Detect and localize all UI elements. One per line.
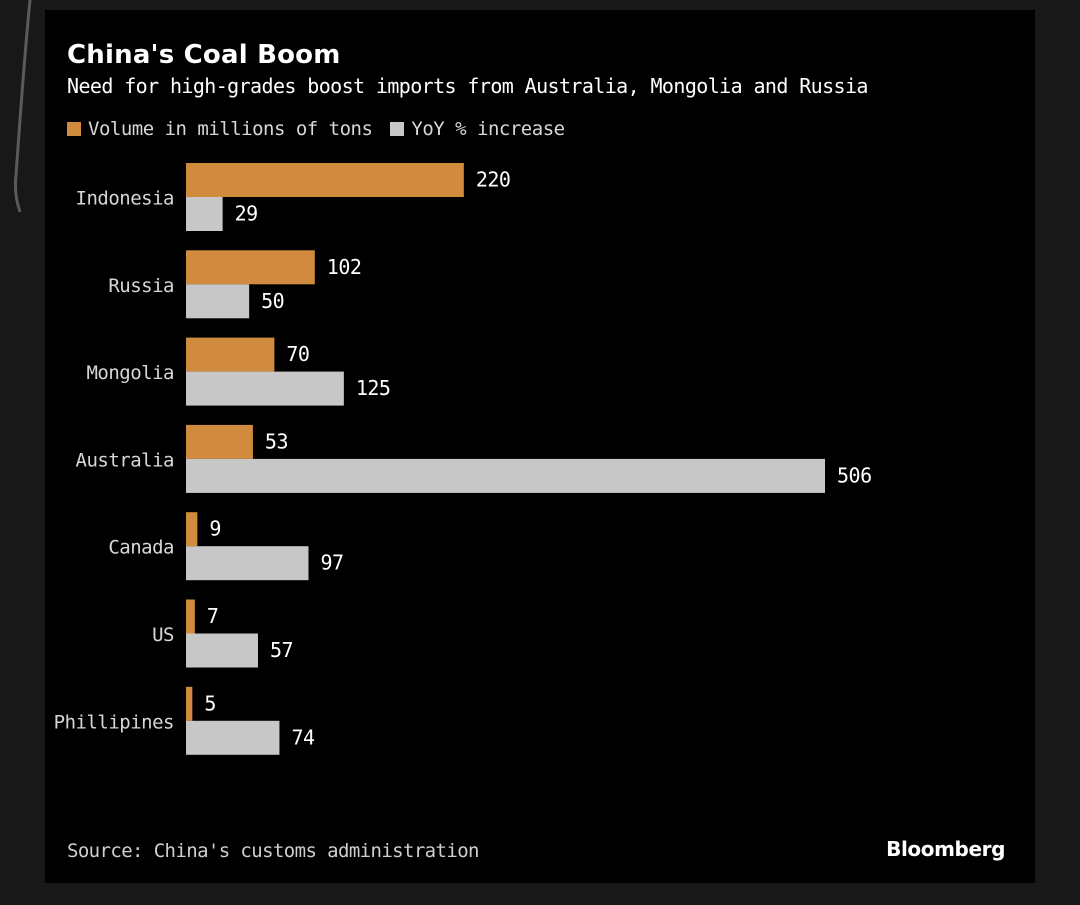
category-label-us: US: [152, 624, 174, 646]
category-label-phillipines: Phillipines: [54, 711, 174, 733]
chart-title: China's Coal Boom: [67, 40, 341, 70]
legend-item-yoy: YoY % increase: [390, 118, 565, 140]
value-label-mongolia-volume: 70: [286, 342, 309, 366]
bar-russia-yoy: [186, 284, 250, 319]
category-label-mongolia: Mongolia: [86, 362, 174, 384]
category-label-australia: Australia: [76, 449, 174, 471]
legend-label-yoy: YoY % increase: [411, 118, 565, 140]
bar-indonesia-volume: [186, 163, 464, 197]
value-label-phillipines-volume: 5: [204, 691, 216, 715]
bar-mongolia-volume: [186, 337, 275, 372]
value-label-indonesia-volume: 220: [476, 168, 511, 192]
bar-russia-volume: [186, 250, 315, 285]
bar-us-yoy: [186, 633, 258, 668]
value-label-australia-volume: 53: [265, 429, 288, 453]
chart-subtitle: Need for high-grades boost imports from …: [67, 74, 868, 98]
legend-swatch-volume: [67, 122, 81, 136]
bar-mongolia-yoy: [186, 371, 344, 406]
bar-us-volume: [186, 599, 195, 634]
value-label-us-yoy: 57: [270, 638, 293, 662]
bloomberg-logo: Bloomberg: [886, 837, 1005, 861]
category-label-canada: Canada: [108, 537, 174, 559]
bar-indonesia-yoy: [186, 197, 223, 231]
value-label-us-volume: 7: [207, 604, 219, 628]
source-note: Source: China's customs administration: [67, 840, 479, 862]
chart-panel: China's Coal Boom Need for high-grades b…: [45, 10, 1035, 883]
value-label-indonesia-yoy: 29: [235, 202, 258, 226]
bar-canada-yoy: [186, 546, 309, 581]
category-label-russia: Russia: [108, 275, 174, 297]
legend-swatch-yoy: [390, 122, 405, 136]
value-label-australia-yoy: 506: [837, 463, 872, 487]
legend-label-volume: Volume in millions of tons: [88, 118, 373, 140]
category-label-indonesia: Indonesia: [76, 188, 174, 210]
edge-scratch-decoration: [14, 0, 32, 213]
value-label-mongolia-yoy: 125: [356, 376, 391, 400]
value-label-russia-volume: 102: [327, 255, 362, 279]
bar-chart: Indonesia 220 29 Russia 102 50 Mongolia 70 125 Au…: [54, 163, 872, 755]
bar-australia-volume: [186, 424, 253, 459]
value-label-canada-yoy: 97: [320, 551, 343, 575]
bar-phillipines-yoy: [186, 720, 280, 755]
value-label-phillipines-yoy: 74: [291, 725, 315, 749]
bar-australia-yoy: [186, 458, 825, 493]
bar-canada-volume: [186, 512, 198, 547]
bar-phillipines-volume: [186, 686, 193, 721]
legend: Volume in millions of tons YoY % increas…: [67, 118, 583, 140]
legend-item-volume: Volume in millions of tons: [67, 118, 373, 140]
value-label-canada-volume: 9: [209, 517, 221, 541]
value-label-russia-yoy: 50: [261, 289, 284, 313]
